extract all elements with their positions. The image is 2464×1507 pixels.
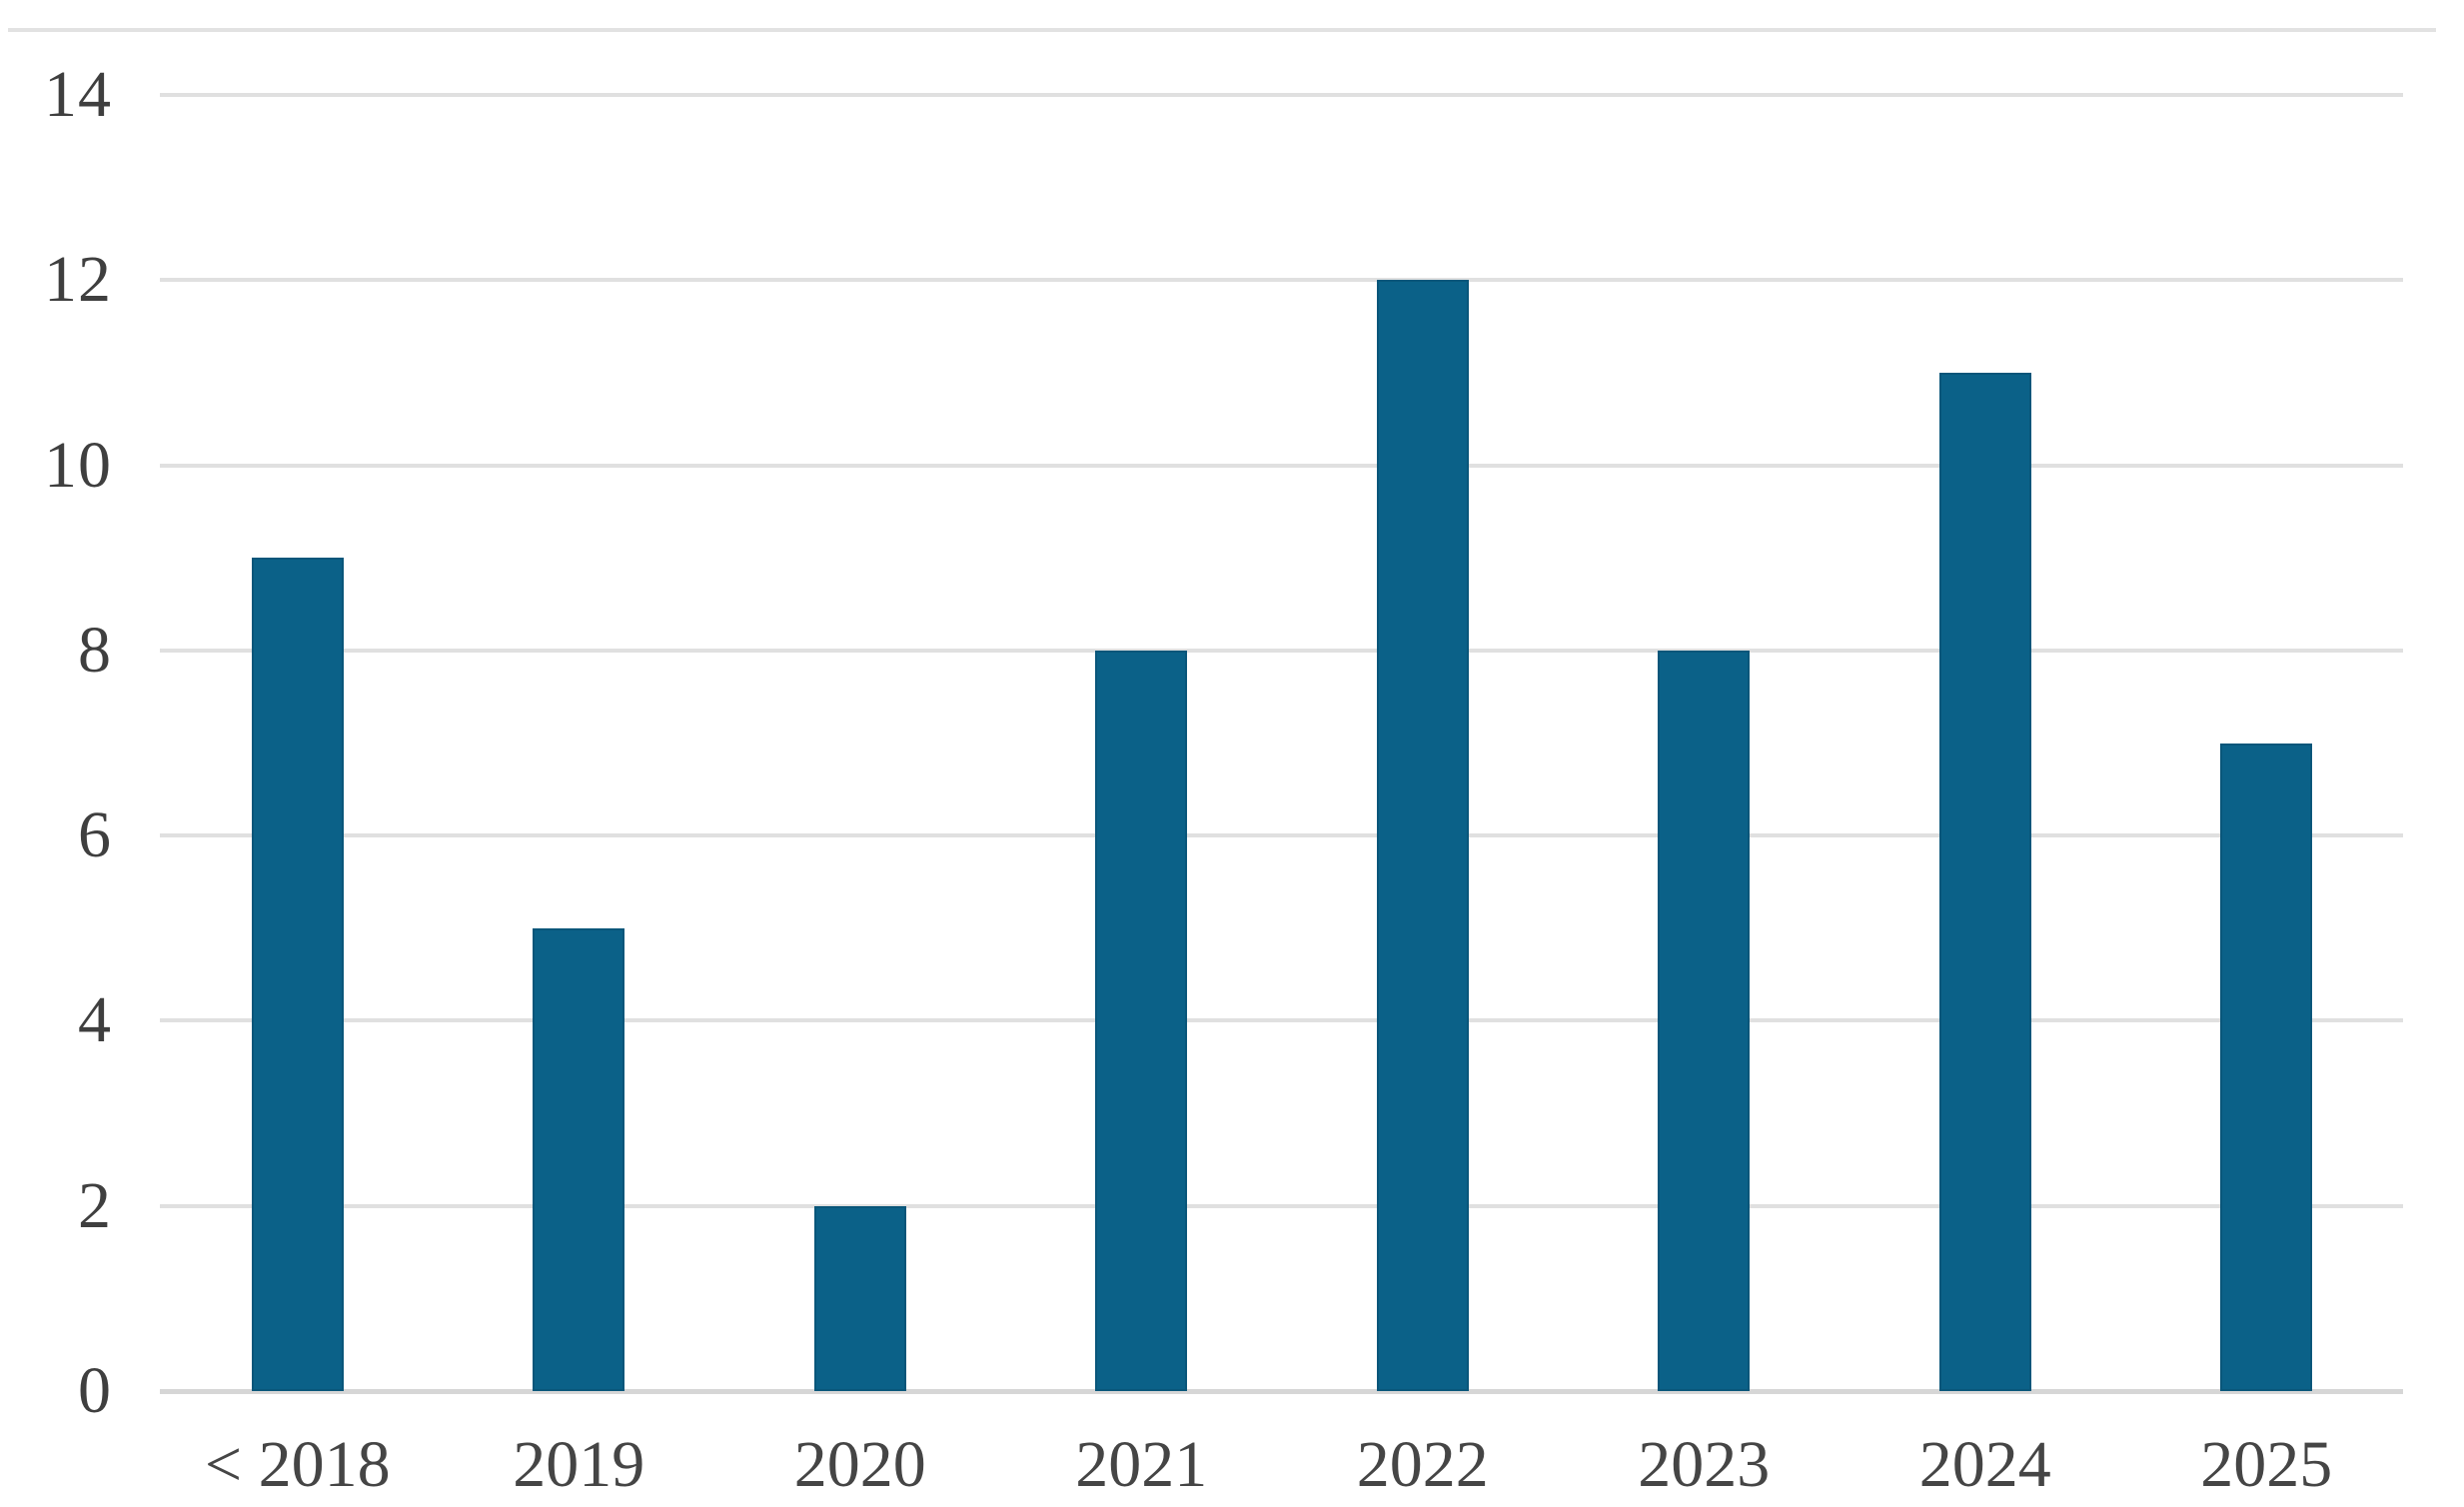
x-axis-category-label-6: 2024 (1918, 1428, 2051, 1501)
gridline-y-6 (160, 833, 2403, 838)
y-axis-tick-label-10: 10 (44, 428, 112, 502)
bar-2025 (2220, 743, 2313, 1391)
gridline-y-2 (160, 1203, 2403, 1208)
x-axis-category-label-3: 2021 (1075, 1428, 1208, 1501)
gridline-y-8 (160, 648, 2403, 653)
gridline-y-4 (160, 1018, 2403, 1023)
x-axis-category-label-4: 2022 (1356, 1428, 1489, 1501)
y-axis-tick-label-6: 6 (78, 798, 112, 872)
y-axis-tick-label-12: 12 (44, 243, 112, 317)
y-axis-tick-label-14: 14 (44, 58, 112, 131)
x-axis-category-label-2: 2020 (793, 1428, 926, 1501)
x-axis-category-label-5: 2023 (1638, 1428, 1771, 1501)
bar-2020 (813, 1205, 906, 1391)
bar-2023 (1658, 650, 1751, 1391)
bar-2022 (1376, 280, 1469, 1391)
x-axis-category-label-1: 2019 (513, 1428, 645, 1501)
chart-top-border (8, 28, 2436, 32)
y-axis-tick-label-4: 4 (78, 983, 112, 1057)
bar-2021 (1095, 650, 1188, 1391)
gridline-y-12 (160, 278, 2403, 283)
x-axis-line (160, 1389, 2403, 1394)
gridline-y-10 (160, 463, 2403, 468)
bar-2024 (1938, 372, 2031, 1391)
gridline-y-14 (160, 93, 2403, 97)
y-axis-tick-label-8: 8 (78, 613, 112, 687)
x-axis-category-label-0: < 2018 (204, 1428, 391, 1501)
bar-2019 (533, 927, 625, 1391)
y-axis-tick-label-0: 0 (78, 1354, 112, 1427)
bar-2018 (251, 558, 344, 1391)
x-axis-category-label-7: 2025 (2200, 1428, 2333, 1501)
y-axis-tick-label-2: 2 (78, 1168, 112, 1242)
